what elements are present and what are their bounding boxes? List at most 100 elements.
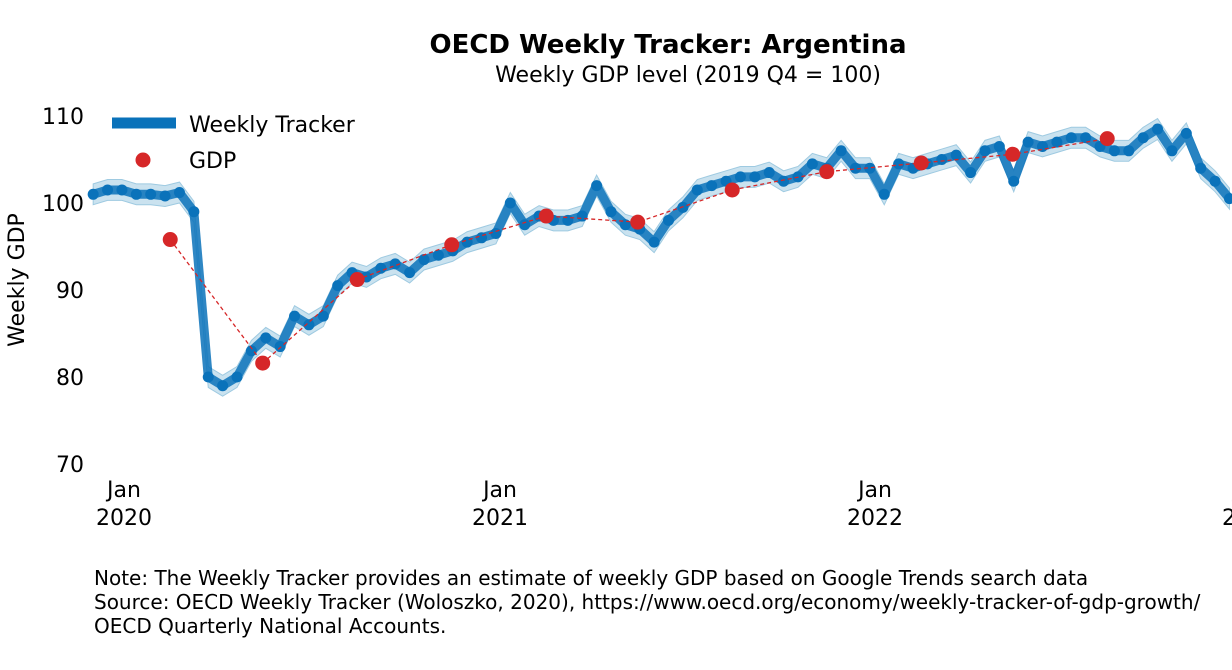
note-line-3: OECD Quarterly National Accounts. xyxy=(94,614,447,638)
gdp-point xyxy=(538,208,554,224)
weekly-tracker-point xyxy=(418,254,430,266)
weekly-tracker-point xyxy=(706,180,718,192)
weekly-tracker-point xyxy=(1080,132,1092,144)
weekly-tracker-point xyxy=(130,188,142,200)
x-tick-label: 2023 xyxy=(1222,506,1232,531)
y-axis-label: Weekly GDP xyxy=(5,213,30,347)
weekly-tracker-point xyxy=(835,145,847,157)
weekly-tracker-point xyxy=(950,149,962,161)
gdp-point xyxy=(444,237,460,253)
weekly-tracker-point xyxy=(289,310,301,322)
x-tick-label: 2020 xyxy=(96,506,152,531)
weekly-tracker-point xyxy=(734,171,746,183)
weekly-tracker-point xyxy=(979,145,991,157)
y-tick-label: 110 xyxy=(42,105,84,130)
gdp-line xyxy=(169,137,1108,365)
weekly-tracker-point xyxy=(504,197,516,209)
weekly-tracker-point xyxy=(893,158,905,170)
weekly-tracker-point xyxy=(202,371,214,383)
weekly-tracker-point xyxy=(1123,145,1135,157)
legend-label-gdp: GDP xyxy=(189,149,236,174)
weekly-tracker-point xyxy=(749,171,761,183)
weekly-tracker-point xyxy=(375,262,387,274)
y-tick-label: 90 xyxy=(56,279,84,304)
y-tick-label: 100 xyxy=(42,192,84,217)
x-tick-label: Jan xyxy=(856,478,892,503)
weekly-tracker-point xyxy=(303,319,315,331)
weekly-tracker-point xyxy=(591,180,603,192)
note-line-2: Source: OECD Weekly Tracker (Woloszko, 2… xyxy=(94,590,1201,614)
legend: Weekly Tracker GDP xyxy=(112,113,356,174)
weekly-tracker-point xyxy=(1209,175,1221,187)
weekly-tracker-point xyxy=(245,345,257,357)
weekly-tracker-point xyxy=(763,167,775,179)
weekly-tracker-point xyxy=(663,214,675,226)
tracker-confidence-band xyxy=(92,117,1230,397)
weekly-tracker-point xyxy=(965,167,977,179)
weekly-tracker-point xyxy=(188,206,200,218)
weekly-tracker-point xyxy=(1008,175,1020,187)
plot-area xyxy=(87,117,1232,397)
x-tick-label: Jan xyxy=(481,478,517,503)
weekly-tracker-point xyxy=(1022,136,1034,148)
weekly-tracker-point xyxy=(217,380,229,392)
weekly-tracker-point xyxy=(1051,136,1063,148)
weekly-tracker-point xyxy=(87,188,99,200)
weekly-tracker-point xyxy=(1180,127,1192,139)
weekly-tracker-point xyxy=(806,158,818,170)
y-ticks: 70 80 90 100 110 xyxy=(42,105,84,478)
weekly-tracker-point xyxy=(1223,193,1232,205)
x-ticks: Jan2020Jan2021Jan2022Jan2023 xyxy=(96,478,1232,531)
weekly-tracker-point xyxy=(317,310,329,322)
weekly-tracker-point xyxy=(1108,145,1120,157)
weekly-tracker-point xyxy=(1195,162,1207,174)
weekly-tracker-point xyxy=(116,184,128,196)
gdp-point xyxy=(349,272,365,288)
chart-title: OECD Weekly Tracker: Argentina xyxy=(429,30,906,60)
weekly-tracker-point xyxy=(576,210,588,222)
weekly-tracker-point xyxy=(404,267,416,279)
weekly-tracker-point xyxy=(274,341,286,353)
weekly-tracker-point xyxy=(145,188,157,200)
x-tick-label: 2021 xyxy=(472,506,528,531)
weekly-tracker-point xyxy=(159,190,171,202)
gdp-point xyxy=(913,155,929,171)
weekly-tracker-point xyxy=(1137,132,1149,144)
weekly-tracker-point xyxy=(432,249,444,261)
gdp-point xyxy=(162,232,178,248)
x-tick-label: Jan xyxy=(105,478,141,503)
y-tick-label: 80 xyxy=(56,366,84,391)
weekly-tracker-point xyxy=(173,187,185,199)
y-tick-label: 70 xyxy=(56,453,84,478)
gdp-point xyxy=(1099,131,1115,147)
weekly-tracker-point xyxy=(778,175,790,187)
weekly-tracker-point xyxy=(231,371,243,383)
gdp-point xyxy=(819,164,835,180)
weekly-tracker-point xyxy=(936,154,948,165)
weekly-tracker-point xyxy=(878,188,890,200)
legend-swatch-gdp xyxy=(135,152,151,168)
weekly-tracker-point xyxy=(864,162,876,174)
weekly-tracker-point xyxy=(102,184,114,196)
weekly-tracker-point xyxy=(1152,123,1164,135)
gdp-point xyxy=(630,214,646,230)
weekly-tracker-point xyxy=(332,280,344,292)
weekly-tracker-point xyxy=(1065,132,1077,144)
weekly-tracker-point xyxy=(691,184,703,196)
note-line-1: Note: The Weekly Tracker provides an est… xyxy=(94,566,1089,590)
weekly-tracker-point xyxy=(562,214,574,226)
weekly-tracker-point xyxy=(1166,145,1178,157)
gdp-point xyxy=(724,182,740,198)
legend-label-weekly-tracker: Weekly Tracker xyxy=(189,113,356,138)
weekly-tracker-point xyxy=(993,140,1005,152)
weekly-tracker-point xyxy=(519,219,531,231)
weekly-tracker-point xyxy=(260,332,272,344)
gdp-point xyxy=(1005,146,1021,162)
weekly-tracker-point xyxy=(850,162,862,174)
gdp-point xyxy=(255,355,271,371)
chart-subtitle: Weekly GDP level (2019 Q4 = 100) xyxy=(495,63,881,88)
x-tick-label: 2022 xyxy=(847,506,903,531)
weekly-tracker-point xyxy=(490,227,502,239)
chart-note: Note: The Weekly Tracker provides an est… xyxy=(94,566,1200,638)
